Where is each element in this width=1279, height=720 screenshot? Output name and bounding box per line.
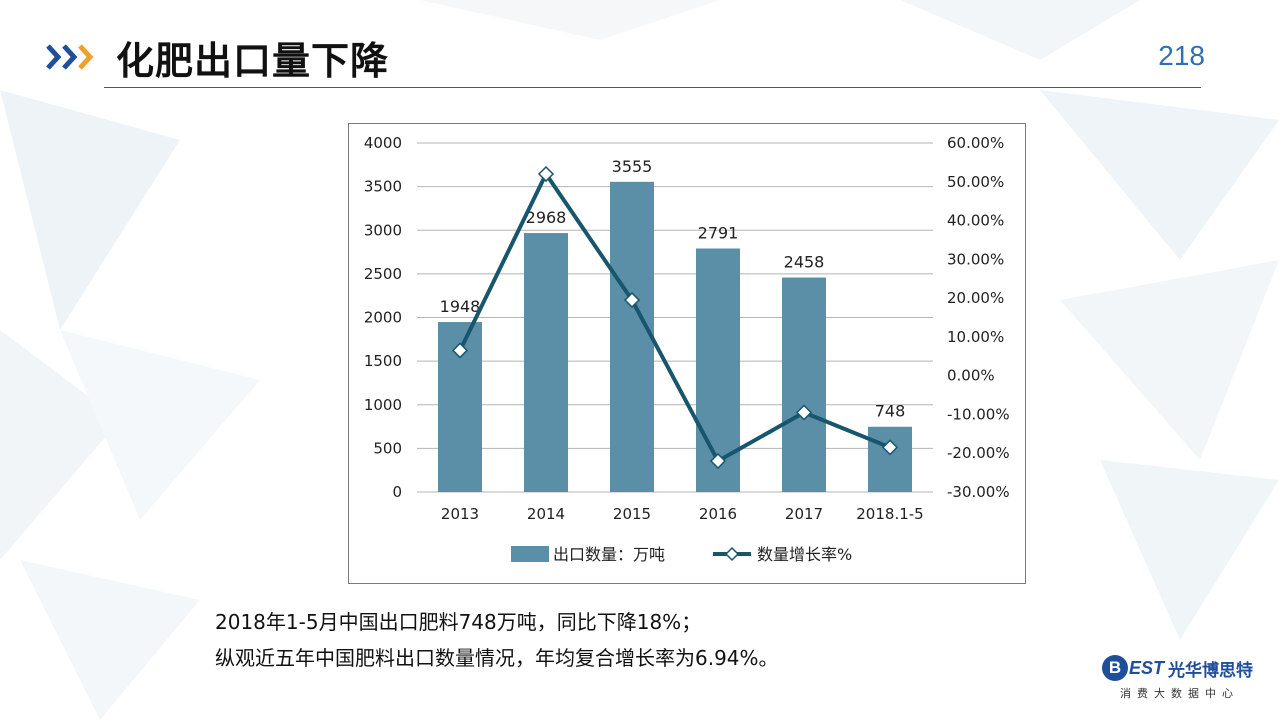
bar <box>610 181 654 493</box>
chart-container: 0 500 1000 1500 2000 2500 3000 3500 4000 -30.00% -… <box>335 116 1046 590</box>
y-right-tick-label: -30.00% <box>947 483 1010 501</box>
y-left-tick-label: 3500 <box>364 178 402 196</box>
note-line-2: 纵观近五年中国肥料出口数量情况，年均复合增长率为6.94%。 <box>215 646 779 670</box>
logo-tagline: 消费大数据中心 <box>1120 687 1239 700</box>
x-tick-label: 2018.1-5 <box>856 505 923 523</box>
chart-frame <box>348 123 1026 584</box>
bar <box>524 233 568 492</box>
y-left-tick-label: 1000 <box>364 396 402 414</box>
bar-data-label: 1948 <box>440 297 481 316</box>
logo-mark: B <box>1102 655 1128 681</box>
page-number: 218 <box>1158 40 1205 71</box>
y-left-tick-label: 4000 <box>364 134 402 152</box>
bar-data-label: 748 <box>875 402 906 421</box>
y-left-tick-label: 3000 <box>364 221 402 239</box>
bar-data-label: 2791 <box>698 223 739 242</box>
x-tick-label: 2013 <box>441 505 479 523</box>
y-left-tick-label: 500 <box>373 439 402 457</box>
growth-rate-point <box>623 291 641 309</box>
y-right-tick-label: 40.00% <box>947 212 1004 230</box>
y-right-tick-label: 30.00% <box>947 250 1004 268</box>
logo-name: 光华博思特 <box>1168 660 1254 681</box>
y-right-tick-label: 50.00% <box>947 173 1004 191</box>
export-chart: 0 500 1000 1500 2000 2500 3000 3500 4000 -30.00% -… <box>364 134 1010 564</box>
bar <box>868 426 912 492</box>
x-tick-label: 2017 <box>785 505 823 523</box>
x-tick-label: 2014 <box>527 505 565 523</box>
bar <box>782 277 826 492</box>
note-line-1: 2018年1-5月中国出口肥料748万吨，同比下降18%； <box>215 610 702 634</box>
growth-rate-line <box>458 170 891 464</box>
growth-rate-point <box>881 439 899 456</box>
page-title: 化肥出口量下降 <box>116 39 390 83</box>
growth-rate-point <box>795 404 813 421</box>
chevrons-icon <box>46 44 94 70</box>
y-right-tick-label: 60.00% <box>947 134 1004 152</box>
y-left-tick-label: 1500 <box>364 352 402 370</box>
x-tick-label: 2015 <box>613 505 651 523</box>
growth-rate-point <box>451 342 469 359</box>
x-tick-label: 2016 <box>699 505 737 523</box>
growth-rate-point <box>537 165 555 183</box>
legend-label-bar: 出口数量：万吨 <box>553 545 665 564</box>
bar-data-label: 2968 <box>526 208 567 227</box>
bar-data-label: 3555 <box>612 157 653 176</box>
y-left-tick-label: 2500 <box>364 265 402 283</box>
y-right-tick-label: -10.00% <box>947 405 1010 423</box>
y-left-tick-label: 2000 <box>364 309 402 327</box>
notes: 2018年1-5月中国出口肥料748万吨，同比下降18%； 纵观近五年中国肥料出… <box>215 604 779 676</box>
legend-swatch-marker <box>724 546 740 562</box>
brand-logo: B EST 光华博思特 消费大数据中心 <box>1102 655 1262 703</box>
y-right-tick-label: 10.00% <box>947 328 1004 346</box>
y-left-tick-label: 0 <box>392 483 402 501</box>
legend-label-line: 数量增长率% <box>757 545 852 564</box>
legend-swatch-bar <box>511 546 549 562</box>
bar-data-label: 2458 <box>784 253 825 272</box>
header-divider <box>104 87 1201 88</box>
logo-mark-rest: EST <box>1129 657 1165 678</box>
y-right-tick-label: -20.00% <box>947 444 1010 462</box>
y-right-tick-label: 20.00% <box>947 289 1004 307</box>
growth-rate-point <box>709 452 727 470</box>
y-right-tick-label: 0.00% <box>947 367 995 385</box>
logo-main: B EST 光华博思特 <box>1102 655 1253 681</box>
